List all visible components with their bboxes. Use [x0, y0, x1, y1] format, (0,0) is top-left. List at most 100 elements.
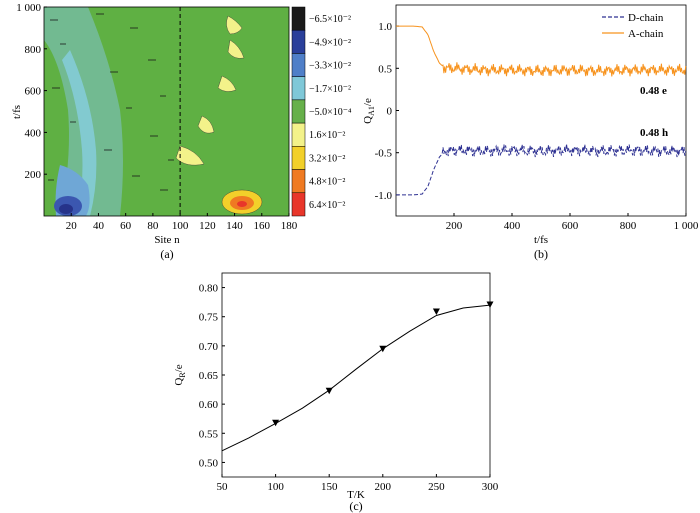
- a-y-ticks: 200 400 600 800 1 000: [16, 2, 47, 181]
- c-y-tick-label: 0.80: [199, 283, 219, 295]
- colorbar-label: −3.3×10⁻²: [309, 61, 351, 72]
- b-legend: D-chain A-chain: [602, 12, 664, 40]
- colorbar-swatch: [291, 29, 306, 54]
- a-caption: (a): [160, 247, 173, 261]
- heatmap-cyan-region: [62, 50, 97, 216]
- c-data-point: [486, 301, 494, 308]
- b-y-ticks: 1.0 0.5 0 -0.5 -1.0: [375, 21, 399, 202]
- colorbar-swatch: [291, 146, 306, 170]
- colorbar-label: −1.7×10⁻²: [309, 84, 351, 95]
- c-plot-frame: [221, 272, 491, 478]
- colorbar-label: 3.2×10⁻²: [309, 153, 345, 164]
- b-series: [396, 25, 687, 196]
- colorbar-label: −5.0×10⁻⁴: [309, 107, 352, 118]
- b-annotation-electron: 0.48 e: [640, 85, 667, 97]
- colorbar-label: −4.9×10⁻²: [309, 37, 351, 48]
- c-y-tick-label: 0.65: [199, 370, 219, 382]
- colorbar-label: 6.4×10⁻²: [309, 200, 345, 211]
- panel-a: 20 40 60 80 100 120 140 160 180 200 400 600 800 1 00…: [11, 2, 352, 261]
- c-data-point: [325, 387, 333, 395]
- heatmap-yellow-patch: [226, 15, 243, 35]
- heatmap-frame: [43, 6, 290, 217]
- b-y-tick-label: -1.0: [375, 190, 393, 202]
- c-x-tick-label: 50: [217, 481, 229, 493]
- a-x-tick-label: 140: [226, 220, 243, 232]
- colorbar: −6.5×10⁻² −4.9×10⁻² −3.3×10⁻² −1.7×10⁻² −5.0…: [291, 6, 352, 217]
- colorbar-swatch: [291, 99, 306, 124]
- b-y-tick-label: 0.5: [378, 63, 392, 75]
- panel-b: 200 400 600 800 1 000 1.0 0.5 0 -0.5 -1.0 D-chai…: [362, 4, 699, 261]
- colorbar-swatch: [291, 6, 306, 31]
- c-y-tick-label: 0.75: [199, 312, 219, 324]
- b-x-ticks: 200 400 600 800 1 000: [446, 213, 699, 232]
- b-legend-label: D-chain: [628, 12, 664, 24]
- c-y-tick-label: 0.50: [199, 457, 219, 469]
- a-y-tick-label: 1 000: [16, 2, 41, 14]
- c-x-tick-label: 250: [428, 481, 445, 493]
- heatmap-yellow-patch: [197, 115, 215, 134]
- a-x-tick-label: 60: [120, 220, 132, 232]
- heatmap-dark-blue-core: [59, 204, 73, 214]
- c-y-tick-label: 0.70: [199, 341, 219, 353]
- heatmap-yellow-patch: [217, 75, 237, 92]
- a-y-tick-label: 200: [25, 169, 42, 181]
- c-caption: (c): [349, 499, 362, 513]
- a-y-tick-label: 400: [25, 127, 42, 139]
- c-x-label: T/K: [347, 489, 365, 501]
- heatmap-field: [44, 7, 289, 216]
- colorbar-label: 1.6×10⁻²: [309, 130, 345, 141]
- heatmap-contour-marks: [48, 13, 174, 191]
- a-x-tick-label: 80: [147, 220, 159, 232]
- a-y-label: t/fs: [11, 105, 23, 119]
- b-x-tick-label: 400: [504, 220, 521, 232]
- b-caption: (b): [534, 247, 548, 261]
- c-data-point: [432, 308, 440, 315]
- b-y-tick-label: -0.5: [375, 148, 393, 160]
- b-series-line-d-chain: [396, 143, 687, 196]
- c-x-tick-label: 300: [482, 481, 499, 493]
- b-annotation-hole: 0.48 h: [640, 127, 668, 139]
- b-x-tick-label: 200: [446, 220, 463, 232]
- a-x-tick-label: 20: [66, 220, 78, 232]
- a-x-tick-label: 40: [93, 220, 105, 232]
- a-x-tick-label: 120: [199, 220, 216, 232]
- b-x-tick-label: 600: [562, 220, 579, 232]
- b-y-tick-label: 0: [387, 106, 393, 118]
- b-x-tick-label: 800: [620, 220, 637, 232]
- colorbar-swatch: [291, 76, 306, 101]
- c-y-tick-label: 0.60: [199, 399, 219, 411]
- b-x-tick-label: 1 000: [674, 220, 699, 232]
- a-x-ticks: 20 40 60 80 100 120 140 160 180: [66, 213, 298, 232]
- c-data-point: [272, 419, 280, 427]
- a-x-label: Site n: [154, 234, 180, 246]
- b-legend-label: A-chain: [628, 28, 664, 40]
- b-y-tick-label: 1.0: [378, 21, 392, 33]
- a-x-tick-label: 160: [254, 220, 271, 232]
- colorbar-label: 4.8×10⁻²: [309, 177, 345, 188]
- c-data-point: [379, 345, 387, 353]
- c-data-points: [272, 301, 494, 427]
- b-x-label: t/fs: [534, 234, 548, 246]
- colorbar-swatch: [291, 122, 306, 147]
- c-x-tick-label: 200: [375, 481, 392, 493]
- c-y-tick-label: 0.55: [199, 428, 219, 440]
- c-x-tick-label: 100: [267, 481, 284, 493]
- a-x-tick-label: 100: [172, 220, 189, 232]
- panel-c: 50 100 150 200 250 300 0.800.750.700.650.600.…: [173, 272, 499, 513]
- a-y-tick-label: 800: [25, 44, 42, 56]
- colorbar-swatch: [291, 192, 306, 217]
- c-x-ticks: 50 100 150 200 250 300: [217, 474, 499, 493]
- b-series-line-a-chain: [396, 25, 687, 77]
- c-y-ticks: 0.80 0.75 0.70 0.65 0.60 0.55 0.50: [199, 283, 225, 469]
- a-x-tick-label: 180: [281, 220, 298, 232]
- a-y-tick-label: 600: [25, 86, 42, 98]
- c-fit-curve: [221, 304, 491, 452]
- heatmap-red-core: [237, 201, 247, 207]
- colorbar-label: −6.5×10⁻²: [309, 14, 351, 25]
- b-y-label: QA1/e: [362, 98, 376, 124]
- colorbar-swatch: [291, 169, 306, 194]
- colorbar-swatch: [291, 53, 306, 77]
- c-x-tick-label: 150: [321, 481, 338, 493]
- c-y-label: QR/e: [173, 364, 187, 385]
